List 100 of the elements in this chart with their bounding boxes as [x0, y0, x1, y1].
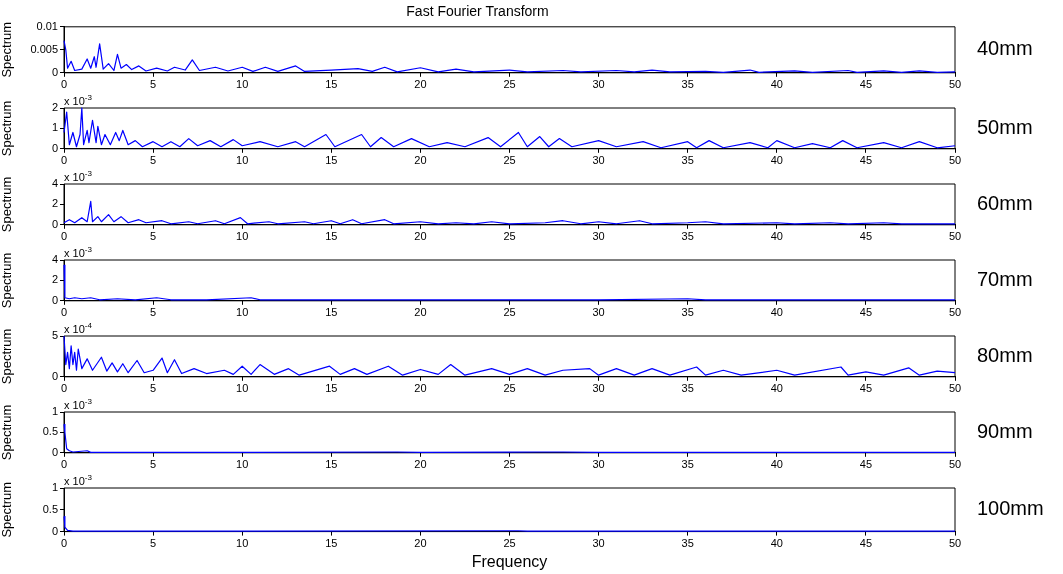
x-tick-label: 5 [150, 537, 157, 550]
y-tick-label: 0.01 [36, 19, 58, 32]
series-label: 100mm [977, 497, 1044, 520]
x-tick-label: 5 [150, 78, 157, 91]
x-tick-label: 15 [325, 537, 338, 550]
y-axis-title: Spectrum [0, 404, 15, 461]
x-tick-label: 35 [681, 230, 694, 243]
y-axis-title: Spectrum [0, 252, 15, 309]
x-tick-label: 25 [503, 537, 516, 550]
y-axis-title: Spectrum [0, 328, 15, 385]
x-tick-label: 40 [770, 382, 783, 395]
x-tick-label: 20 [414, 382, 427, 395]
x-tick-label: 0 [60, 458, 68, 471]
x-tick-label: 30 [592, 154, 605, 167]
x-tick-label: 50 [948, 458, 962, 471]
x-tick-label: 50 [948, 537, 962, 550]
x-tick-label: 40 [770, 306, 783, 319]
series-label: 50mm [977, 115, 1033, 138]
x-tick-label: 45 [859, 154, 873, 167]
x-tick-label: 10 [236, 458, 249, 471]
x-tick-label: 20 [414, 537, 427, 550]
x-tick-label: 15 [325, 230, 338, 243]
x-tick-label: 15 [325, 306, 338, 319]
y-tick-label: 1 [51, 481, 58, 494]
x-tick-label: 10 [236, 78, 249, 91]
x-tick-label: 30 [592, 306, 605, 319]
x-tick-label: 30 [592, 78, 605, 91]
x-tick-label: 15 [325, 382, 338, 395]
y-tick-label: 0 [51, 217, 58, 230]
x-tick-label: 35 [681, 306, 694, 319]
series-label: 80mm [977, 343, 1033, 366]
y-axis-title: Spectrum [0, 100, 15, 157]
x-tick-label: 25 [503, 78, 516, 91]
x-tick-label: 10 [236, 382, 249, 395]
x-tick-label: 35 [681, 78, 694, 91]
x-tick-label: 25 [503, 382, 516, 395]
y-tick-label: 1 [51, 121, 58, 134]
x-tick-label: 5 [150, 230, 157, 243]
x-tick-label: 5 [150, 306, 157, 319]
series-label: 40mm [977, 37, 1033, 60]
y-tick-label: 4 [51, 177, 58, 190]
x-tick-label: 40 [770, 230, 783, 243]
x-tick-label: 40 [770, 458, 783, 471]
y-tick-label: 2 [51, 197, 58, 210]
series-label: 90mm [977, 419, 1033, 442]
x-tick-label: 0 [60, 306, 68, 319]
y-tick-label: 2 [51, 273, 58, 286]
x-tick-label: 25 [503, 154, 516, 167]
x-tick-label: 40 [770, 154, 783, 167]
x-tick-label: 50 [948, 382, 962, 395]
x-tick-label: 45 [859, 458, 873, 471]
x-axis-title: Frequency [471, 552, 548, 570]
x-tick-label: 25 [503, 230, 516, 243]
x-tick-label: 40 [770, 78, 783, 91]
y-axis-title: Spectrum [0, 481, 15, 538]
y-tick-label: 0 [51, 369, 58, 382]
y-axis-title: Spectrum [0, 21, 15, 78]
y-axis-title: Spectrum [0, 176, 15, 233]
x-tick-label: 15 [325, 458, 338, 471]
x-tick-label: 20 [414, 230, 427, 243]
x-tick-label: 10 [236, 537, 249, 550]
x-tick-label: 5 [150, 458, 157, 471]
y-tick-label: 0 [51, 141, 58, 154]
x-tick-label: 25 [503, 306, 516, 319]
y-tick-label: 0.005 [30, 42, 58, 55]
x-tick-label: 50 [948, 78, 962, 91]
chart-title: Fast Fourier Transform [406, 3, 549, 20]
y-tick-label: 1 [51, 405, 58, 418]
y-tick-label: 0 [51, 445, 58, 458]
x-tick-label: 20 [414, 78, 427, 91]
y-tick-label: 0 [51, 65, 58, 78]
x-tick-label: 45 [859, 537, 873, 550]
x-tick-label: 50 [948, 154, 962, 167]
y-tick-label: 2 [51, 101, 58, 114]
x-tick-label: 0 [60, 230, 68, 243]
x-tick-label: 20 [414, 458, 427, 471]
x-tick-label: 30 [592, 382, 605, 395]
x-tick-label: 10 [236, 230, 249, 243]
x-tick-label: 50 [948, 230, 962, 243]
x-tick-label: 5 [150, 154, 157, 167]
x-tick-label: 0 [60, 154, 68, 167]
x-tick-label: 20 [414, 154, 427, 167]
series-label: 70mm [977, 267, 1033, 290]
y-tick-label: 0 [51, 293, 58, 306]
x-tick-label: 35 [681, 458, 694, 471]
x-tick-label: 35 [681, 537, 694, 550]
x-tick-label: 45 [859, 230, 873, 243]
x-tick-label: 5 [150, 382, 157, 395]
y-tick-label: 0.5 [42, 502, 58, 515]
x-tick-label: 15 [325, 154, 338, 167]
x-tick-label: 0 [60, 78, 68, 91]
x-tick-label: 35 [681, 154, 694, 167]
y-tick-label: 0.5 [42, 425, 58, 438]
x-tick-label: 30 [592, 458, 605, 471]
x-tick-label: 50 [948, 306, 962, 319]
x-tick-label: 25 [503, 458, 516, 471]
x-tick-label: 20 [414, 306, 427, 319]
x-tick-label: 10 [236, 306, 249, 319]
x-tick-label: 45 [859, 78, 873, 91]
y-tick-label: 4 [51, 253, 58, 266]
